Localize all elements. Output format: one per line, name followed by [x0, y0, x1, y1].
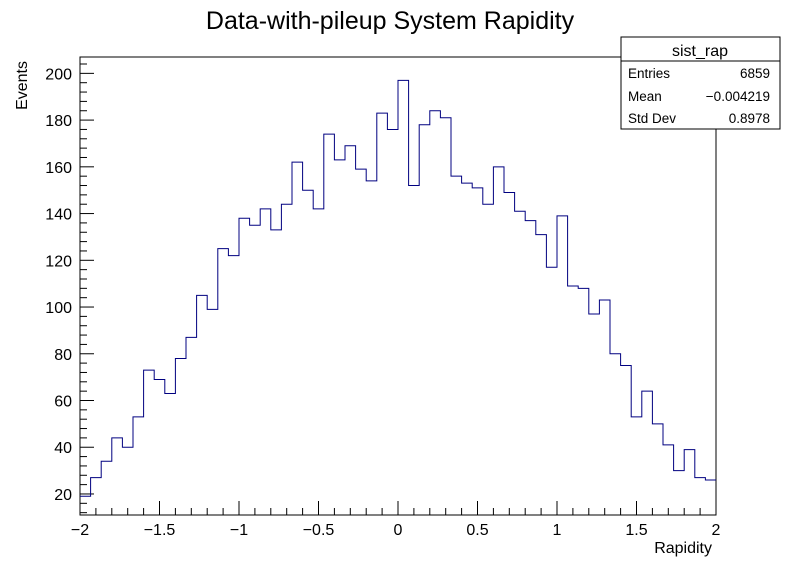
histogram-bin: [228, 256, 239, 515]
histogram-bin: [271, 230, 282, 515]
y-tick-label: 120: [45, 253, 72, 270]
histogram-bin: [324, 134, 335, 515]
y-tick-label: 140: [45, 207, 72, 224]
x-tick-label: 0: [394, 522, 403, 539]
stats-box-title: sist_rap: [672, 43, 728, 60]
histogram-bin: [674, 471, 685, 515]
histogram-bin: [80, 496, 91, 515]
y-tick-label: 60: [54, 394, 72, 411]
x-tick-label: 2: [712, 522, 721, 539]
histogram-bin: [218, 249, 229, 515]
x-tick-label: 1: [553, 522, 562, 539]
histogram-bin: [377, 113, 388, 515]
y-tick-label: 100: [45, 300, 72, 317]
histogram-bin: [695, 478, 706, 515]
y-tick-label: 80: [54, 347, 72, 364]
histogram-bins: [80, 80, 716, 515]
histogram-bin: [398, 80, 409, 515]
histogram-bin: [165, 393, 176, 515]
histogram-bin: [313, 209, 324, 515]
stats-value-entries: 6859: [740, 66, 770, 81]
histogram-bin: [175, 358, 186, 515]
histogram-bin: [652, 424, 663, 515]
histogram-bin: [303, 190, 314, 515]
histogram-bin: [493, 167, 504, 515]
histogram-bin: [621, 365, 632, 515]
y-tick-label: 180: [45, 113, 72, 130]
histogram-bin: [462, 183, 473, 515]
histogram-bin: [387, 129, 398, 515]
axis-ticks: [79, 63, 717, 515]
histogram-bin: [419, 125, 430, 515]
histogram-bin: [504, 193, 515, 515]
chart-title: Data-with-pileup System Rapidity: [206, 7, 575, 35]
histogram-bin: [207, 309, 218, 515]
y-tick-label: 40: [54, 440, 72, 457]
histogram-bin: [515, 211, 526, 515]
x-tick-label: −1: [230, 522, 248, 539]
y-tick-label: 20: [54, 487, 72, 504]
histogram-bin: [409, 186, 420, 515]
histogram-bin: [112, 438, 123, 515]
stats-value-std-dev: 0.8978: [729, 111, 770, 126]
histogram-bin: [281, 204, 292, 515]
x-tick-label: −0.5: [303, 522, 335, 539]
histogram-bin: [154, 379, 165, 515]
histogram-bin: [705, 480, 716, 515]
x-tick-label: −1.5: [144, 522, 176, 539]
histogram-bin: [356, 169, 367, 515]
histogram-bin: [546, 267, 557, 515]
histogram-bin: [250, 225, 261, 515]
histogram-bin: [568, 286, 579, 515]
histogram-bin: [122, 447, 133, 515]
histogram-bin: [197, 295, 208, 515]
y-tick-labels: 20 40 60 80 100 120 140 160 180 200: [45, 66, 72, 504]
histogram-bin: [472, 188, 483, 515]
histogram-bin: [440, 118, 451, 515]
histogram-series: [80, 79, 716, 497]
x-tick-labels: −2 −1.5 −1 −0.5 0 0.5 1 1.5 2: [71, 522, 721, 539]
histogram-bin: [430, 111, 441, 515]
histogram-bin: [578, 288, 589, 515]
stats-label-mean: Mean: [628, 89, 662, 104]
stats-label-entries: Entries: [628, 66, 670, 81]
histogram-bin: [91, 478, 102, 515]
histogram-bin: [345, 146, 356, 515]
histogram-bin: [663, 445, 674, 515]
histogram-bin: [684, 450, 695, 515]
histogram-bin: [642, 391, 653, 515]
x-tick-label: 1.5: [625, 522, 647, 539]
histogram-bin: [186, 337, 197, 515]
histogram-bin: [536, 235, 547, 515]
histogram-bin: [525, 221, 536, 515]
x-tick-label: −2: [71, 522, 89, 539]
histogram-bin: [599, 300, 610, 515]
histogram-bin: [239, 218, 250, 515]
histogram-bin: [144, 370, 155, 515]
histogram-bin: [557, 216, 568, 515]
histogram-bin: [589, 314, 600, 515]
histogram-bin: [483, 204, 494, 515]
stats-value-mean: −0.004219: [706, 89, 770, 104]
histogram-bin: [133, 417, 144, 515]
histogram-bin: [292, 162, 303, 515]
stats-box: sist_rap Entries 6859 Mean −0.004219 Std…: [620, 36, 781, 130]
y-tick-label: 200: [45, 66, 72, 83]
histogram-bin: [631, 417, 642, 515]
histogram-bin: [334, 160, 345, 515]
histogram-bin: [366, 181, 377, 515]
histogram-bin: [451, 176, 462, 515]
stats-box-frame: [620, 36, 781, 130]
x-tick-label: 0.5: [466, 522, 488, 539]
stats-label-std-dev: Std Dev: [628, 111, 676, 126]
histogram-bin: [101, 461, 112, 515]
y-axis-label: Events: [14, 61, 31, 110]
x-axis-label: Rapidity: [654, 540, 712, 557]
histogram-bin: [610, 354, 621, 515]
histogram-bin: [260, 209, 271, 515]
y-tick-label: 160: [45, 160, 72, 177]
